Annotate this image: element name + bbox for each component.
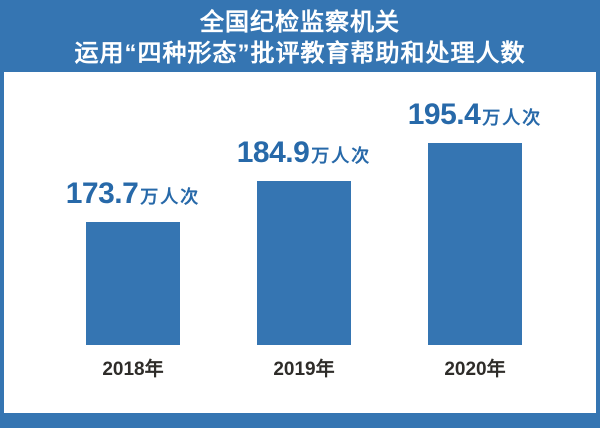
x-axis-label-2018: 2018年 [102,359,164,380]
bar-value-label-2020: 195.4 万人次 [408,100,543,135]
bar-group-2020: 195.4 万人次 2020年 [370,72,580,413]
bar-2020 [428,143,522,345]
bar-2019 [257,181,351,345]
x-axis-label-2019: 2019年 [273,359,335,380]
chart-title-line-2: 运用“四种形态”批评教育帮助和处理人数 [74,40,526,67]
bar-stack: 184.9 万人次 [199,138,409,345]
chart-title: 全国纪检监察机关 运用“四种形态”批评教育帮助和处理人数 [0,7,600,69]
bar-2018 [86,222,180,345]
bar-value-unit: 万人次 [140,187,201,207]
bar-value-label-2019: 184.9 万人次 [237,138,372,173]
bar-group-2019: 184.9 万人次 2019年 [199,72,409,413]
x-axis-label-2020: 2020年 [444,359,506,380]
bar-value-number: 195.4 [407,98,481,131]
bar-value-label-2018: 173.7 万人次 [66,179,201,214]
bar-value-number: 184.9 [236,136,310,169]
bar-stack: 173.7 万人次 [28,179,238,345]
bar-value-number: 173.7 [65,177,139,210]
chart-panel: 173.7 万人次 2018年 184.9 万人次 2019年 195.4 万人次 [4,72,596,413]
bar-value-unit: 万人次 [482,108,543,128]
bar-value-unit: 万人次 [311,146,372,166]
bar-group-2018: 173.7 万人次 2018年 [28,72,238,413]
bar-stack: 195.4 万人次 [370,100,580,345]
chart-title-line-1: 全国纪检监察机关 [200,9,400,36]
